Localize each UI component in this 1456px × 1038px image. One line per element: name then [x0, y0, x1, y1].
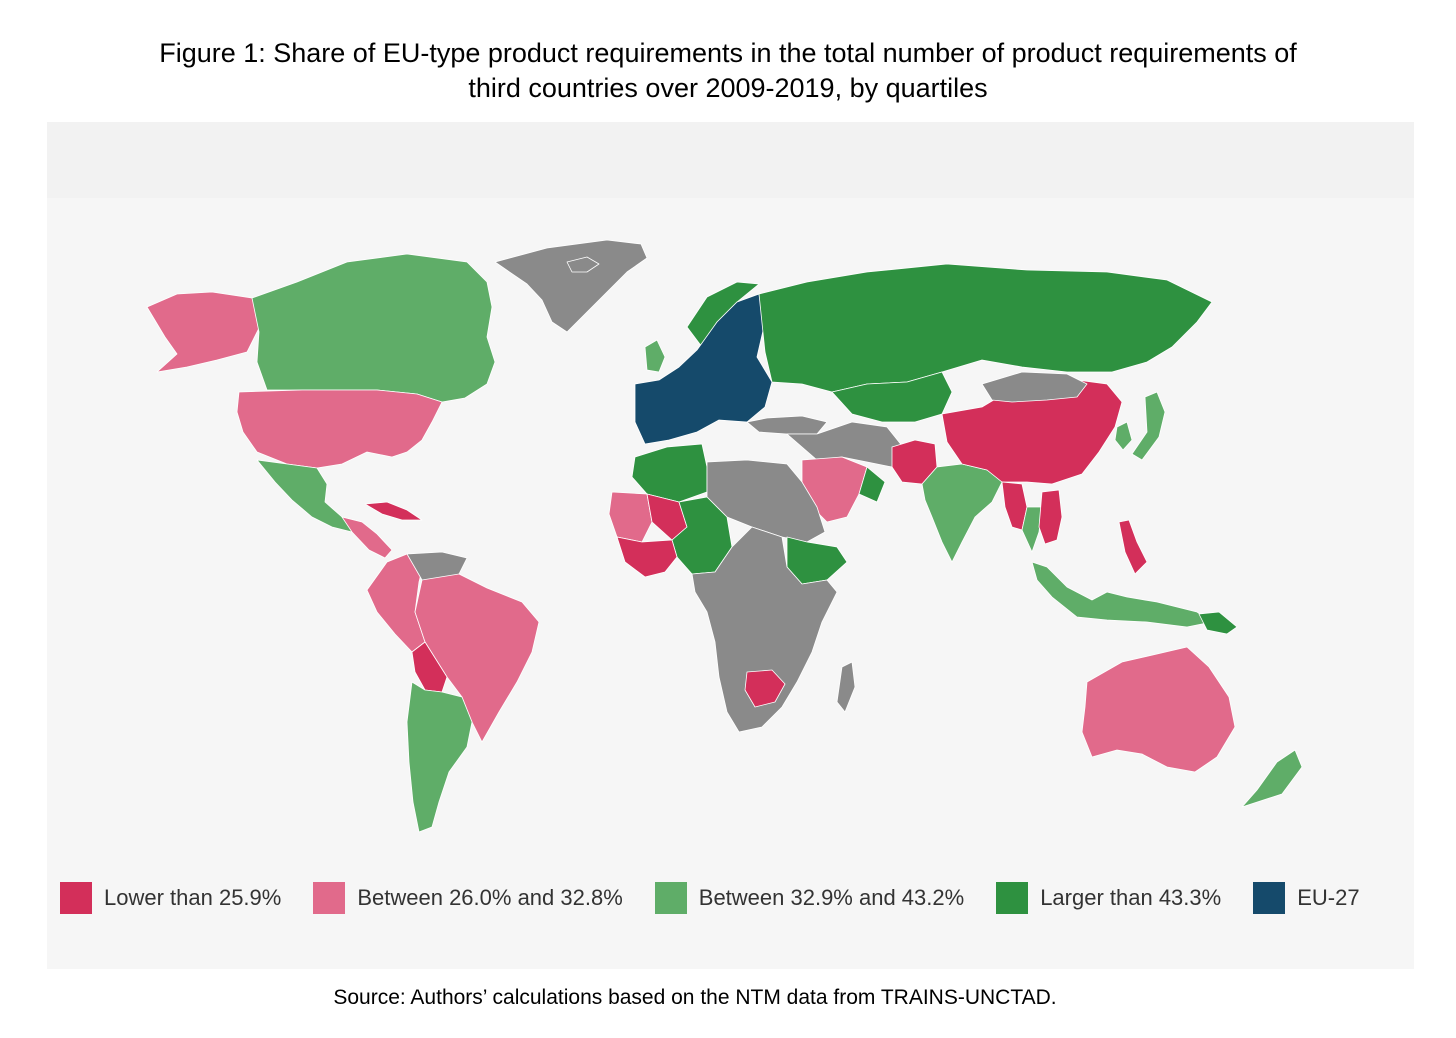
world-map [146, 239, 1303, 833]
source-note: Source: Authors’ calculations based on t… [333, 986, 1057, 1009]
region-india [921, 463, 1003, 563]
region-thailand [1021, 506, 1043, 553]
legend-item-lower: Lower than 25.9% [60, 882, 281, 914]
legend-swatch-larger [996, 882, 1029, 914]
figure-title-line1: Figure 1: Share of EU-type product requi… [159, 38, 1297, 68]
region-usa [236, 389, 443, 469]
region-iceland [566, 256, 600, 273]
map-panel: Lower than 25.9% Between 26.0% and 32.8%… [47, 122, 1414, 969]
region-alaska [146, 291, 268, 373]
region-mauritania-senegal [608, 491, 653, 543]
figure-title: Figure 1: Share of EU-type product requi… [60, 36, 1396, 106]
figure-title-line2: third countries over 2009-2019, by quart… [468, 73, 988, 103]
region-madagascar [836, 661, 856, 713]
region-russia [758, 263, 1213, 393]
region-eu27 [634, 293, 773, 445]
region-korea [1114, 421, 1133, 451]
legend-item-eu27: EU-27 [1253, 882, 1360, 914]
region-papua-new-guinea [1198, 611, 1238, 635]
map-legend: Lower than 25.9% Between 26.0% and 32.8%… [60, 882, 1405, 914]
region-central-america [341, 516, 393, 559]
legend-label-larger: Larger than 43.3% [1040, 885, 1222, 910]
legend-item-between-low: Between 26.0% and 32.8% [313, 882, 623, 914]
region-central-southern-africa [691, 526, 838, 733]
legend-swatch-lower [60, 882, 92, 914]
map-panel-header-band [47, 122, 1414, 198]
region-canada [251, 253, 496, 403]
legend-swatch-between-low [313, 882, 346, 914]
region-mongolia [981, 371, 1088, 403]
region-philippines [1118, 519, 1148, 575]
region-zimbabwe-botswana [744, 669, 786, 708]
legend-label-between-high: Between 32.9% and 43.2% [698, 885, 965, 910]
region-united-kingdom [644, 339, 666, 373]
region-argentina-chile [406, 681, 473, 833]
region-vietnam-cambodia [1038, 489, 1063, 545]
region-cuba [364, 501, 423, 521]
legend-label-lower: Lower than 25.9% [104, 885, 282, 910]
region-west-african-coast [616, 536, 678, 578]
legend-label-eu27: EU-27 [1297, 885, 1360, 910]
region-greenland [494, 239, 648, 333]
legend-item-between-high: Between 32.9% and 43.2% [654, 882, 965, 914]
legend-item-larger: Larger than 43.3% [996, 882, 1221, 914]
region-indonesia-malaysia [1031, 561, 1213, 628]
region-new-zealand [1241, 749, 1303, 808]
region-north-africa [631, 443, 708, 503]
region-oman [858, 466, 886, 503]
region-japan [1131, 391, 1166, 461]
legend-swatch-eu27 [1253, 882, 1286, 914]
legend-label-between-low: Between 26.0% and 32.8% [357, 885, 623, 910]
region-turkey [746, 415, 828, 435]
region-australia [1081, 646, 1236, 773]
region-central-asia [831, 371, 953, 423]
legend-swatch-between-high [654, 882, 687, 914]
